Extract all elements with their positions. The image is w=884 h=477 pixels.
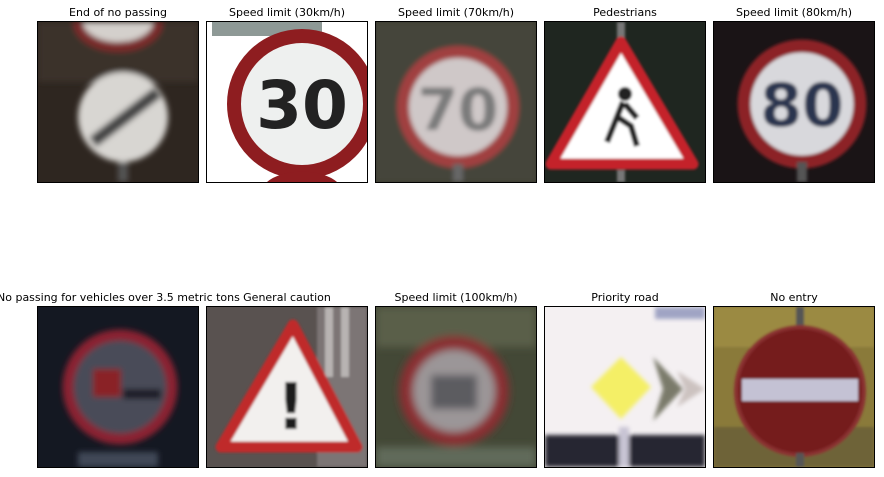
- general-caution-sign-icon: !: [207, 307, 367, 467]
- speed-limit-30-sign-icon: 30: [207, 22, 367, 182]
- sign-image: [375, 306, 537, 468]
- sign-symbol: !: [276, 371, 305, 445]
- sign-image: 30: [206, 21, 368, 183]
- no-entry-sign-icon: [714, 307, 874, 467]
- sign-image: !: [206, 306, 368, 468]
- sign-image: [37, 21, 199, 183]
- image-title: General caution: [243, 291, 331, 304]
- sign-image: 70: [375, 21, 537, 183]
- sign-image: 80: [713, 21, 875, 183]
- image-title: Speed limit (70km/h): [397, 6, 514, 19]
- sign-image: [37, 306, 199, 468]
- sign-image: [713, 306, 875, 468]
- image-title: No entry: [770, 291, 818, 304]
- sign-number: 80: [760, 71, 844, 141]
- end-of-no-passing-sign-icon: [38, 22, 198, 182]
- speed-limit-70-sign-icon: 70: [376, 22, 536, 182]
- image-title: Speed limit (100km/h): [394, 291, 518, 304]
- image-title: Pedestrians: [593, 6, 657, 19]
- pedestrians-warning-sign-icon: [545, 22, 705, 182]
- sign-image: [544, 306, 706, 468]
- sign-number: 30: [256, 67, 348, 144]
- priority-road-sign-icon: [545, 307, 705, 467]
- image-title: Speed limit (30km/h): [228, 6, 345, 19]
- image-title: No passing for vehicles over 3.5 metric …: [0, 291, 240, 304]
- image-title: Priority road: [591, 291, 659, 304]
- speed-limit-80-sign-icon: 80: [714, 22, 874, 182]
- image-title: End of no passing: [69, 6, 167, 19]
- speed-limit-100-sign-icon: [376, 307, 536, 467]
- sign-number: 70: [418, 76, 499, 144]
- image-title: Speed limit (80km/h): [735, 6, 852, 19]
- no-passing-trucks-sign-icon: [38, 307, 198, 467]
- sign-image: [544, 21, 706, 183]
